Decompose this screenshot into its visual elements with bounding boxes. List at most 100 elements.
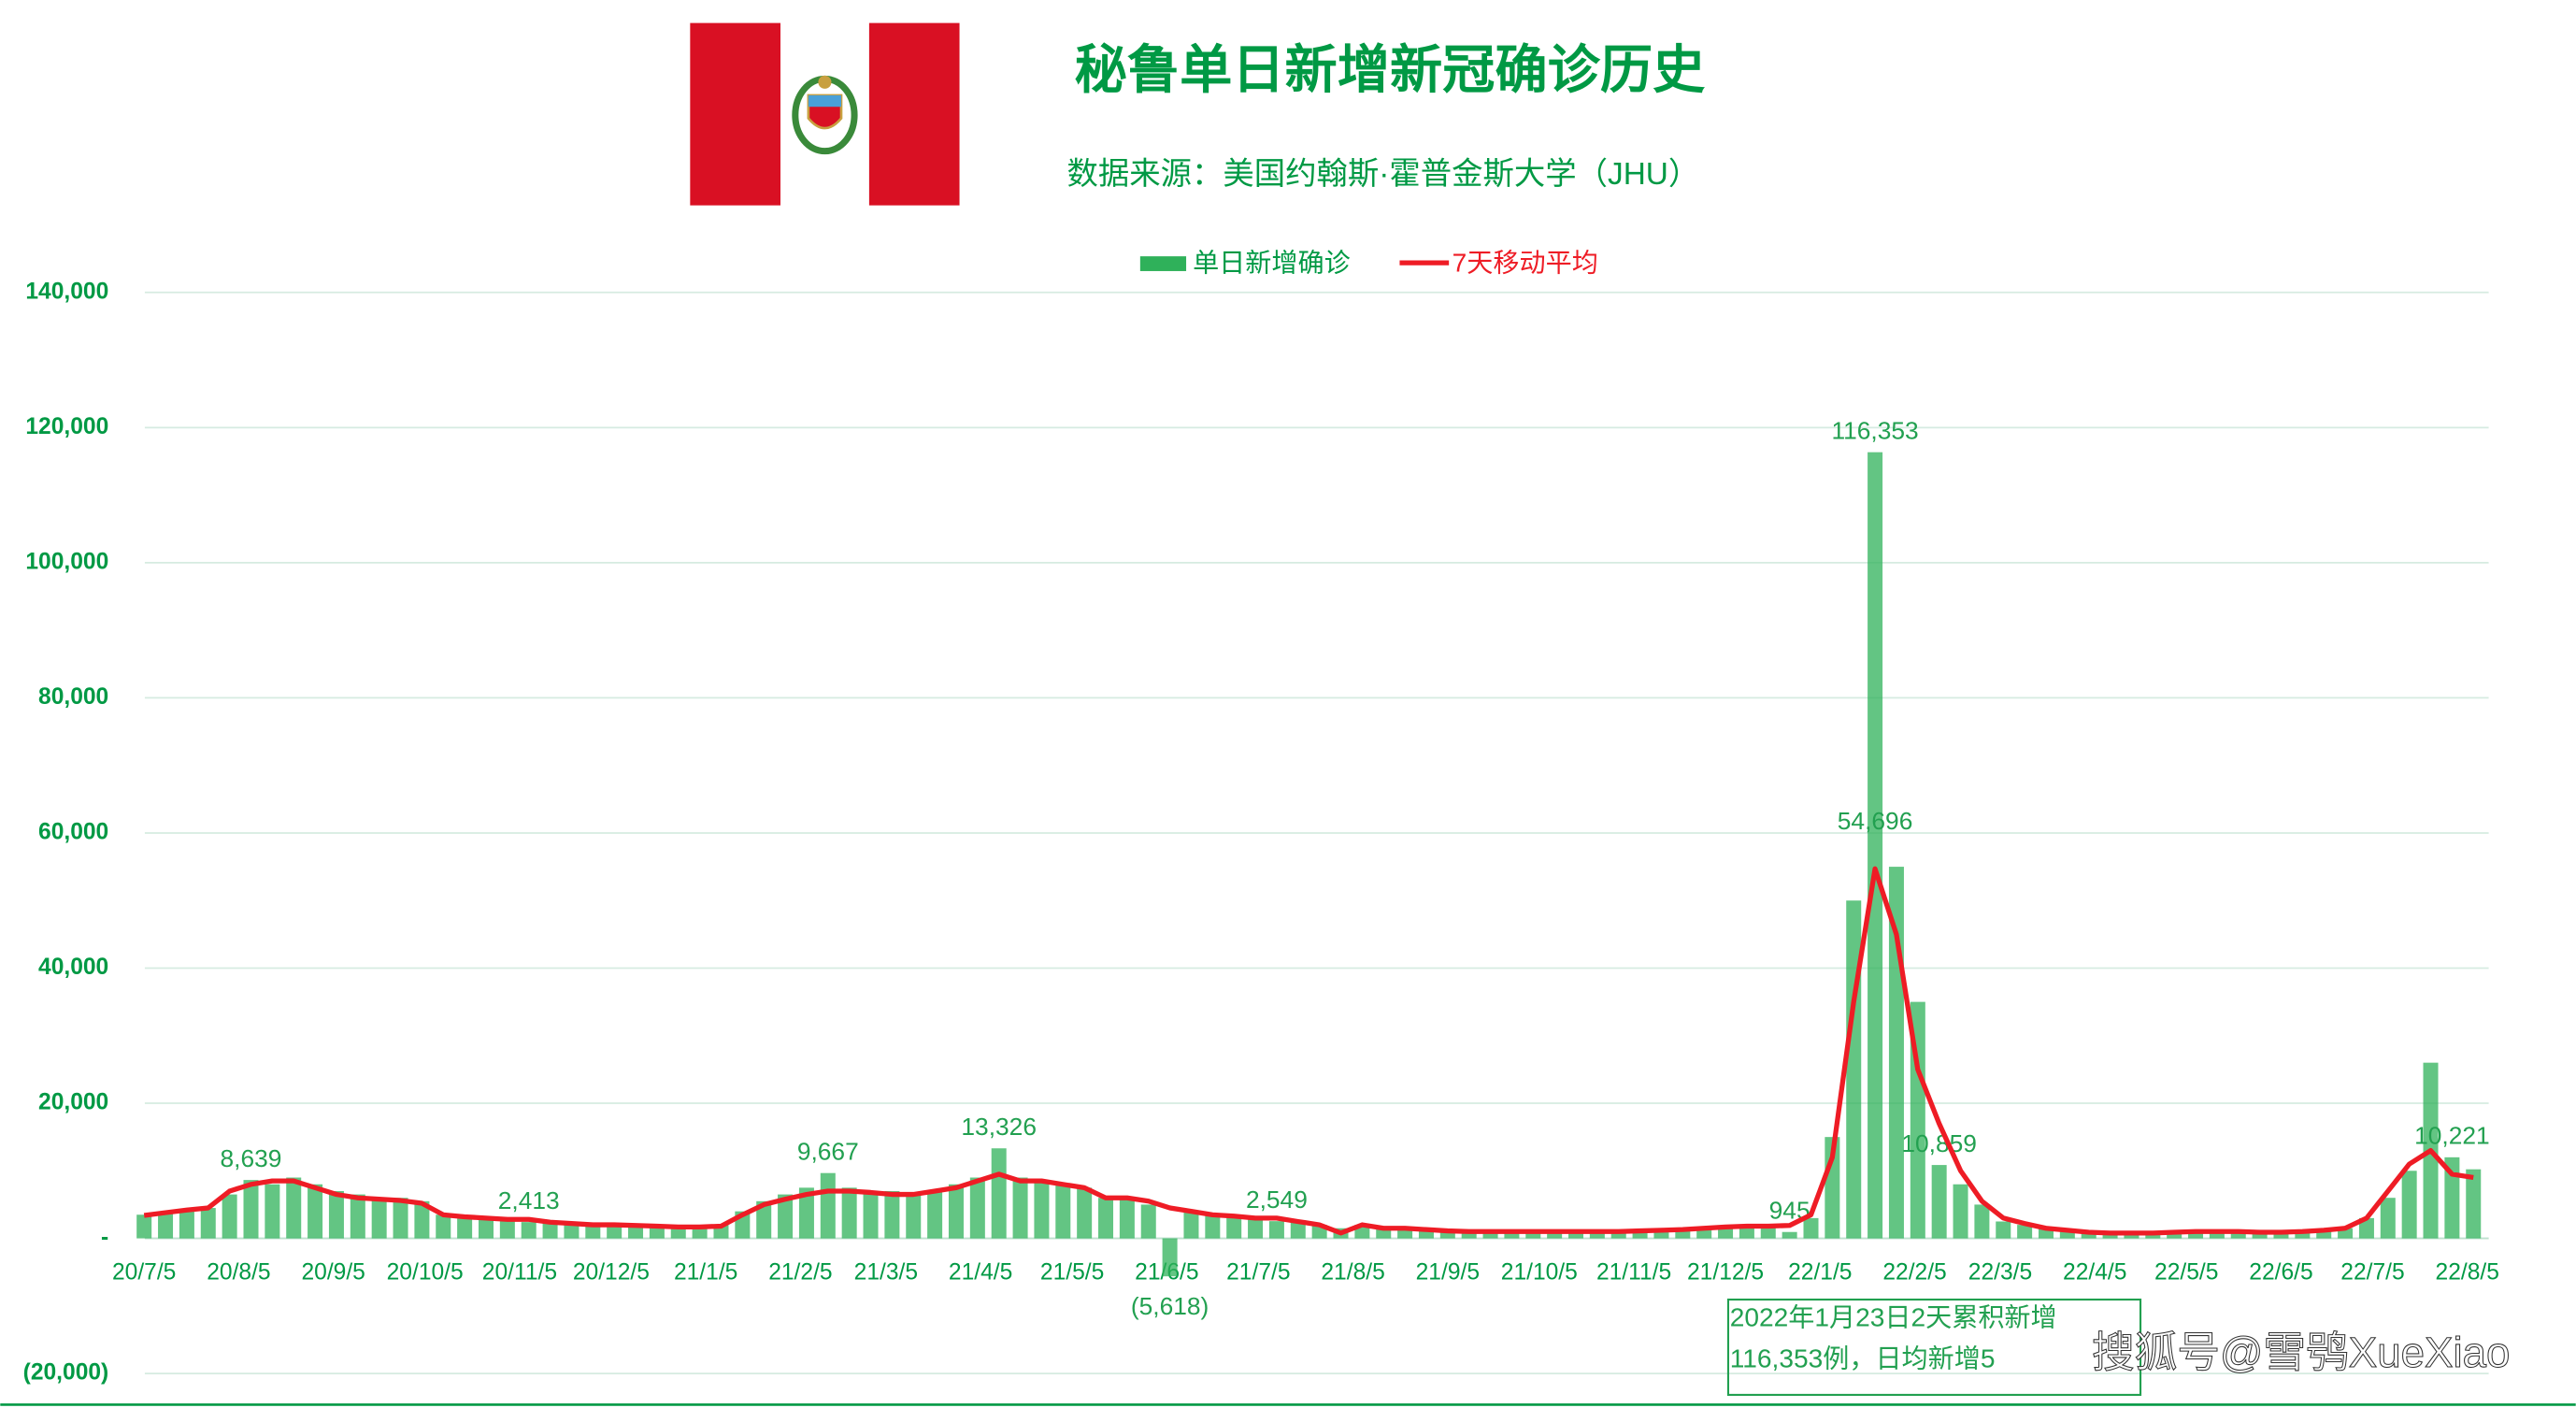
bar [2316,1229,2332,1239]
bar [243,1180,259,1239]
annotation-frame [1726,1298,2142,1396]
legend-swatch [1139,256,1187,271]
data-label: 10,859 [1901,1129,1977,1157]
y-tick-label: 40,000 [38,955,108,980]
annotation-box: 2022年1月23日2天累积新增 116,353例，日均新增5 [1726,1298,2142,1396]
bar [1547,1231,1563,1239]
bar [756,1200,772,1239]
bar [265,1184,280,1239]
x-tick-label: 22/4/5 [2063,1259,2126,1285]
bar [1525,1231,1541,1239]
bar [564,1223,580,1239]
bar [884,1190,900,1239]
chart-title: 秘鲁单日新增新冠确诊历史 [1075,40,1706,99]
bar [393,1198,408,1239]
bar [1012,1177,1028,1239]
x-tick-label: 22/5/5 [2154,1259,2218,1285]
legend-label: 7天移动平均 [1453,248,1598,277]
bar [1290,1221,1306,1239]
bar [2209,1231,2225,1239]
data-label: 9,667 [797,1138,859,1166]
watermark: 搜狐号@雪鸮XueXiao [2092,1329,2510,1376]
bar [1803,1217,1819,1239]
legend-label: 单日新增确诊 [1193,248,1351,277]
annotation-text: 2022年1月23日2天累积新增 [1730,1303,2057,1332]
y-tick-label: 80,000 [38,684,108,710]
bar [478,1217,494,1239]
y-tick-label: 140,000 [25,279,108,304]
x-tick-label: 20/7/5 [112,1259,176,1285]
bar [542,1221,558,1239]
bar [2273,1232,2289,1239]
bar [1846,900,1862,1239]
bar [1268,1221,1284,1239]
x-tick-label: 20/12/5 [573,1259,650,1285]
bar [1931,1165,1947,1239]
bar [2401,1171,2417,1239]
x-tick-label: 21/3/5 [854,1259,918,1285]
bar [1675,1229,1691,1239]
bar [1461,1231,1477,1239]
bar [1868,452,1883,1239]
x-tick-label: 20/9/5 [301,1259,365,1285]
bar [927,1190,943,1239]
bar [414,1200,430,1239]
bar [1140,1204,1156,1239]
y-tick-label: 60,000 [38,819,108,844]
bar [350,1194,365,1239]
bar [798,1187,814,1239]
bar [1974,1204,1990,1239]
x-tick-label: 22/2/5 [1882,1259,1946,1285]
x-tick-label: 21/1/5 [674,1259,737,1285]
bar [1119,1198,1135,1239]
bar [308,1184,323,1239]
bar [1653,1229,1669,1239]
bar [1504,1231,1520,1239]
bar [1034,1181,1050,1239]
grid: (20,000) - 20,000 40,000 60,000 80,000 100,000… [0,279,2576,1406]
bar [2380,1198,2396,1239]
bar [1610,1231,1626,1239]
bar [585,1225,601,1239]
bar [1226,1214,1242,1239]
bar [2358,1217,2374,1239]
chart-subtitle: 数据来源：美国约翰斯·霍普金斯大学（JHU） [1067,157,1700,192]
bar [179,1211,194,1239]
data-label: 116,353 [1831,417,1918,445]
bar [2230,1231,2246,1239]
bar [1418,1229,1434,1239]
y-tick-label: 100,000 [25,549,108,574]
bar [2102,1232,2118,1239]
data-label: 8,639 [221,1144,282,1172]
bar [457,1217,473,1239]
x-tick-label: 22/8/5 [2436,1259,2499,1285]
x-tick-label: 22/1/5 [1788,1259,1852,1285]
data-label: 2,413 [498,1186,560,1214]
bar [2038,1228,2054,1239]
y-tick-label: 120,000 [25,414,108,439]
bar [2188,1231,2204,1239]
bar [1162,1238,1178,1277]
bar [991,1148,1007,1239]
x-tick-label: 21/12/5 [1687,1259,1764,1285]
x-tick-label: 21/4/5 [949,1259,1012,1285]
bar [1055,1184,1071,1239]
bar [841,1187,857,1239]
legend: 单日新增确诊 7天移动平均 [1139,248,1598,277]
bar [2252,1232,2268,1239]
bar [2145,1232,2161,1239]
bar [158,1213,174,1239]
annotation-text: 116,353例，日均新增5 [1730,1343,1996,1372]
bar [1760,1226,1776,1239]
x-tick-label: 21/11/5 [1596,1259,1671,1285]
bar [906,1194,922,1239]
x-tick-label: 21/10/5 [1501,1259,1578,1285]
x-tick-label: 21/9/5 [1416,1259,1480,1285]
x-tick-label: 20/10/5 [387,1259,464,1285]
peru-flag [690,22,960,206]
bar [222,1194,237,1239]
bar [1183,1211,1199,1239]
bar [1376,1228,1392,1239]
bar [1568,1232,1584,1239]
